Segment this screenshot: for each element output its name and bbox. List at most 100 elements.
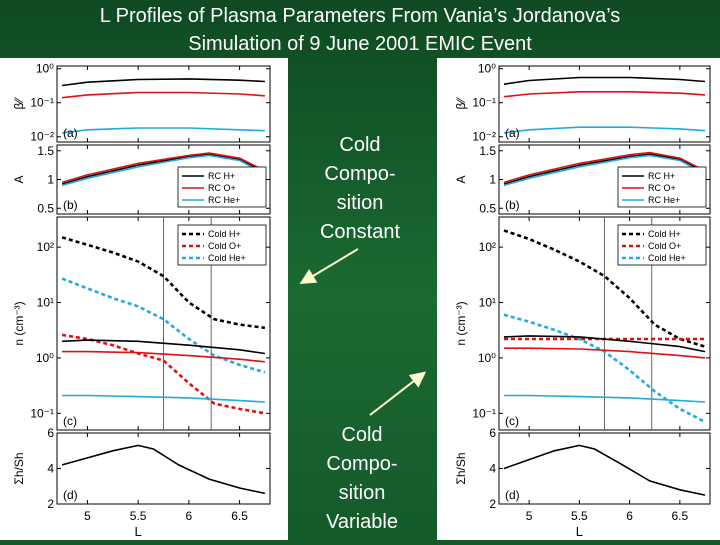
subplot-d: 6 4 2 Σh/Sh (d) [12,426,271,511]
y-tick-label: 4 [489,462,496,476]
legend-label: RC H+ [648,171,675,181]
series-line-black [503,76,706,85]
series-line-black [503,153,706,185]
y-axis-label: Σh/Sh [454,452,468,484]
legend-label: RC O+ [208,183,236,193]
x-tick-label: 5.5 [130,509,147,523]
label-line: Compo- [324,163,396,185]
subplot-tag: (a) [505,126,520,140]
legend-label: RC O+ [648,183,676,193]
y-tick-label: 2 [47,497,54,511]
series-line-black [61,153,266,185]
title-line-1: L Profiles of Plasma Parameters From Van… [99,5,621,27]
legend-label: Cold H+ [648,229,681,239]
y-axis-label: Σh/Sh [12,452,26,484]
subplot-c: 10² 10¹ 10⁰ 10⁻¹ n (cm⁻³) Cold H+ Cold O+ Cold … [454,216,711,431]
legend-label: RC He+ [208,195,240,205]
y-tick-label: 10⁻¹ [30,406,54,420]
series-line-black [61,444,266,495]
axes-frame [498,65,711,143]
subplot-tag: (d) [63,488,78,502]
axes-frame [498,432,711,505]
legend-label: RC H+ [208,171,235,181]
label-line: Variable [326,511,398,533]
subplot-d: 6 4 2 Σh/Sh (d) [454,426,711,511]
series-line-black [503,444,706,496]
series-line-cyan-dashed [503,313,706,424]
subplot-tag: (b) [63,198,78,212]
title-line-2: Simulation of 9 June 2001 EMIC Event [188,33,532,55]
y-axis-label: A [454,175,468,183]
legend-label: Cold O+ [208,241,241,251]
series-line-cyan [62,127,265,134]
y-tick-label: 0.5 [479,201,496,215]
series-line-cyan [61,154,266,187]
legend-label: Cold H+ [208,229,241,239]
subplot-tag: (a) [63,126,78,140]
series-line-red [61,152,266,184]
x-tick-label: 6 [626,509,633,523]
y-tick-label: 10¹ [37,296,54,310]
subplot-b: 1.5 1 0.5 A RC H+ RC O+ RC He+ (b) [454,144,711,215]
label-composition-constant: Cold Compo- sition Constant [300,131,420,247]
subplot-b: 1.5 1 0.5 A RC H+ RC O+ RC He+ (b) [12,144,271,215]
subplot-tag: (b) [505,198,520,212]
figure-right-variable: 10⁰ 10⁻¹ 10⁻² β⁄⁄ (a) 1.5 1 0.5 A RC H+ RC O+ RC He… [437,58,720,540]
subplot-a: 10⁰ 10⁻¹ 10⁻² β⁄⁄ (a) [12,62,271,144]
y-tick-label: 4 [47,462,54,476]
y-tick-label: 6 [47,426,54,440]
y-tick-label: 6 [489,426,496,440]
x-axis-label: L [576,524,583,539]
legend-label: Cold O+ [648,241,681,251]
y-tick-label: 10⁻² [30,130,54,144]
label-line: Cold [341,424,383,446]
series-line-red [503,151,706,184]
y-axis-label: A [12,175,26,183]
series-line-black [62,339,266,355]
x-tick-label: 5.5 [571,509,588,523]
subplot-a: 10⁰ 10⁻¹ 10⁻² β⁄⁄ (a) [454,62,711,144]
y-tick-label: 10¹ [479,296,496,310]
y-tick-label: 10⁰ [36,62,54,76]
axes-frame [56,432,271,505]
y-tick-label: 10² [37,240,54,254]
series-line-black-dashed [503,229,706,348]
subplot-tag: (c) [505,414,519,428]
label-line: sition [338,482,386,504]
y-tick-label: 1.5 [479,144,496,158]
chart-left-svg: 10⁰ 10⁻¹ 10⁻² β⁄⁄ (a) 1.5 1 0.5 A RC H+ RC O+ RC He… [12,62,271,539]
legend-box [617,166,707,208]
y-tick-label: 1 [47,173,54,187]
series-line-black [61,78,265,87]
label-line: sition [336,192,384,214]
subplot-c: 10² 10¹ 10⁰ 10⁻¹ n (cm⁻³) Cold H+ Cold O+ Cold … [12,216,271,431]
chart-right-svg: 10⁰ 10⁻¹ 10⁻² β⁄⁄ (a) 1.5 1 0.5 A RC H+ RC O+ RC He… [454,62,711,539]
series-line-black [503,335,706,353]
series-line-cyan [503,154,706,187]
y-tick-label: 10² [479,240,496,254]
subplot-tag: (d) [505,488,520,502]
axes-frame [56,65,271,143]
subplot-tag: (c) [63,414,77,428]
x-tick-label: 5 [526,509,533,523]
series-line-black-dashed [61,236,266,330]
slide-title: L Profiles of Plasma Parameters From Van… [0,2,720,58]
label-line: Cold [339,134,381,156]
label-composition-variable: Cold Compo- sition Variable [302,421,422,537]
figure-left-constant: 10⁰ 10⁻¹ 10⁻² β⁄⁄ (a) 1.5 1 0.5 A RC H+ RC O+ RC He… [0,58,288,540]
series-line-cyan [503,126,706,134]
y-tick-label: 0.5 [37,201,54,215]
label-line: Compo- [326,453,398,475]
series-line-red [62,91,265,99]
y-tick-label: 10⁰ [478,62,496,76]
series-line-cyan [62,394,265,403]
series-line-red [62,350,265,363]
y-tick-label: 2 [489,497,496,511]
x-tick-label: 6.5 [672,509,689,523]
series-line-red [503,90,706,98]
y-axis-label: n (cm⁻³) [12,301,26,345]
legend-label: RC He+ [648,195,680,205]
x-tick-label: 6.5 [231,509,248,523]
series-line-cyan-dashed [61,277,266,374]
x-tick-label: 5 [84,509,91,523]
